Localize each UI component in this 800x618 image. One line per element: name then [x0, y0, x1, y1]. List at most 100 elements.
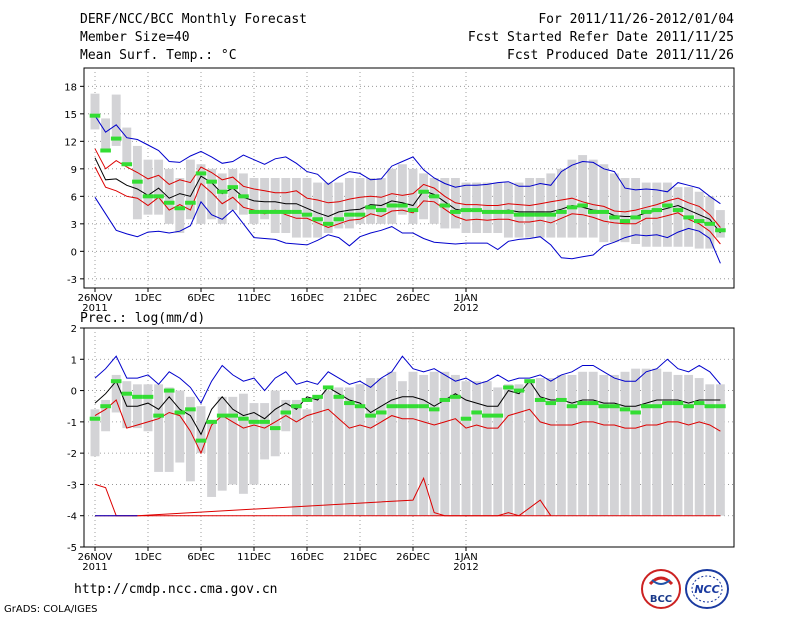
temp-outer-low-line — [94, 197, 721, 264]
temp-median-mark — [471, 208, 482, 213]
prec-median-mark — [185, 407, 196, 412]
prec-median-mark — [640, 404, 652, 409]
temp-box — [397, 164, 407, 215]
prec-box — [260, 403, 270, 460]
temp-box — [599, 164, 609, 243]
temp-box — [588, 159, 598, 238]
prec-median-mark — [619, 407, 631, 412]
prec-median-mark — [386, 404, 398, 409]
temp-box — [175, 178, 185, 233]
temp-box — [323, 182, 333, 233]
prec-median-mark — [375, 410, 387, 415]
prec-box — [652, 368, 662, 516]
temp-median-mark — [577, 203, 588, 208]
temp-median-mark — [269, 209, 281, 214]
temp-median-mark — [672, 208, 684, 213]
temp-box — [90, 93, 100, 130]
temp-frame — [83, 67, 735, 289]
prec-box — [355, 384, 365, 516]
prec-box — [461, 381, 471, 516]
prec-median-mark — [322, 385, 334, 390]
temp-median-mark — [556, 209, 567, 214]
prec-median-mark — [238, 416, 249, 421]
prec-median-mark — [662, 401, 673, 406]
temp-median-mark — [163, 200, 175, 205]
prec-box — [694, 378, 704, 516]
temp-median-mark — [142, 194, 154, 199]
temp-median-mark — [598, 209, 610, 214]
prec-panel-title: Prec.: log(mm/d) — [80, 311, 205, 326]
prec-xtick-label: 11DEC — [237, 552, 271, 563]
temp-median-mark — [503, 209, 514, 214]
temp-box — [143, 159, 153, 215]
prec-box — [482, 381, 492, 516]
prec-ytick-label: -2 — [67, 449, 77, 460]
prec-box — [408, 371, 418, 516]
temp-box — [111, 94, 121, 146]
variable-label: Mean Surf. Temp.: °C — [80, 48, 237, 63]
temp-box — [535, 178, 545, 238]
prec-box — [323, 390, 333, 516]
prec-box — [291, 399, 301, 516]
temp-median-mark — [715, 228, 726, 233]
prec-box — [599, 374, 609, 516]
forecast-period: For 2011/11/26-2012/01/04 — [538, 12, 734, 27]
prec-box — [313, 396, 323, 516]
temp-median-mark — [216, 189, 228, 194]
prec-median-mark — [481, 413, 493, 418]
prec-xtick-label: 1DEC — [134, 552, 161, 563]
temp-median-mark — [428, 194, 440, 199]
prec-box — [154, 384, 164, 472]
temp-median-mark — [195, 171, 207, 176]
prec-median-mark — [248, 419, 260, 424]
temp-box — [673, 187, 683, 247]
temp-median-mark — [365, 205, 376, 210]
temp-median-mark — [227, 185, 239, 190]
prec-median-mark — [672, 401, 684, 406]
temp-box — [238, 173, 248, 215]
temp-median-mark — [248, 209, 260, 214]
prec-box — [397, 381, 407, 516]
temp-box — [620, 178, 630, 243]
temp-box — [366, 178, 376, 224]
temp-median-mark — [280, 209, 292, 214]
temp-xtick-label: 21DEC — [343, 293, 377, 304]
temp-box — [556, 168, 566, 238]
prec-xtick-year: 2011 — [82, 562, 107, 573]
prec-median-mark — [365, 413, 376, 418]
member-size: Member Size=40 — [80, 30, 190, 45]
prec-box — [196, 406, 206, 454]
prec-median-mark — [354, 404, 366, 409]
temp-box — [164, 168, 174, 224]
prec-ytick-label: -1 — [67, 418, 77, 429]
prec-ytick-label: 0 — [71, 387, 77, 398]
temp-median-mark — [89, 113, 101, 118]
temp-box — [525, 178, 535, 238]
prec-ensemble-mean-line — [94, 380, 721, 436]
source-url[interactable]: http://cmdp.ncc.cma.gov.cn — [74, 582, 278, 597]
prec-median-mark — [566, 404, 578, 409]
temp-box — [334, 182, 344, 229]
prec-box — [514, 384, 524, 516]
prec-median-mark — [715, 404, 726, 409]
prec-xtick-label: 26DEC — [396, 552, 430, 563]
prec-box — [493, 387, 503, 516]
temp-median-mark — [291, 209, 302, 214]
temp-median-mark — [121, 162, 133, 167]
temp-median-mark — [545, 212, 557, 217]
prec-box — [641, 368, 651, 516]
temp-median-mark — [375, 208, 387, 213]
temp-box — [662, 182, 672, 247]
temp-median-mark — [174, 206, 186, 211]
temp-box — [260, 178, 270, 220]
temp-box — [313, 182, 323, 238]
temp-xtick-label: 1JAN — [454, 293, 477, 304]
prec-ytick-label: -5 — [67, 543, 77, 554]
prec-median-mark — [524, 379, 535, 384]
temp-outer-high-line — [94, 115, 721, 205]
temp-median-mark — [640, 209, 652, 214]
prec-median-mark — [439, 397, 451, 402]
prec-box — [185, 396, 195, 482]
prec-box — [249, 403, 259, 485]
prec-median-mark — [450, 394, 461, 399]
